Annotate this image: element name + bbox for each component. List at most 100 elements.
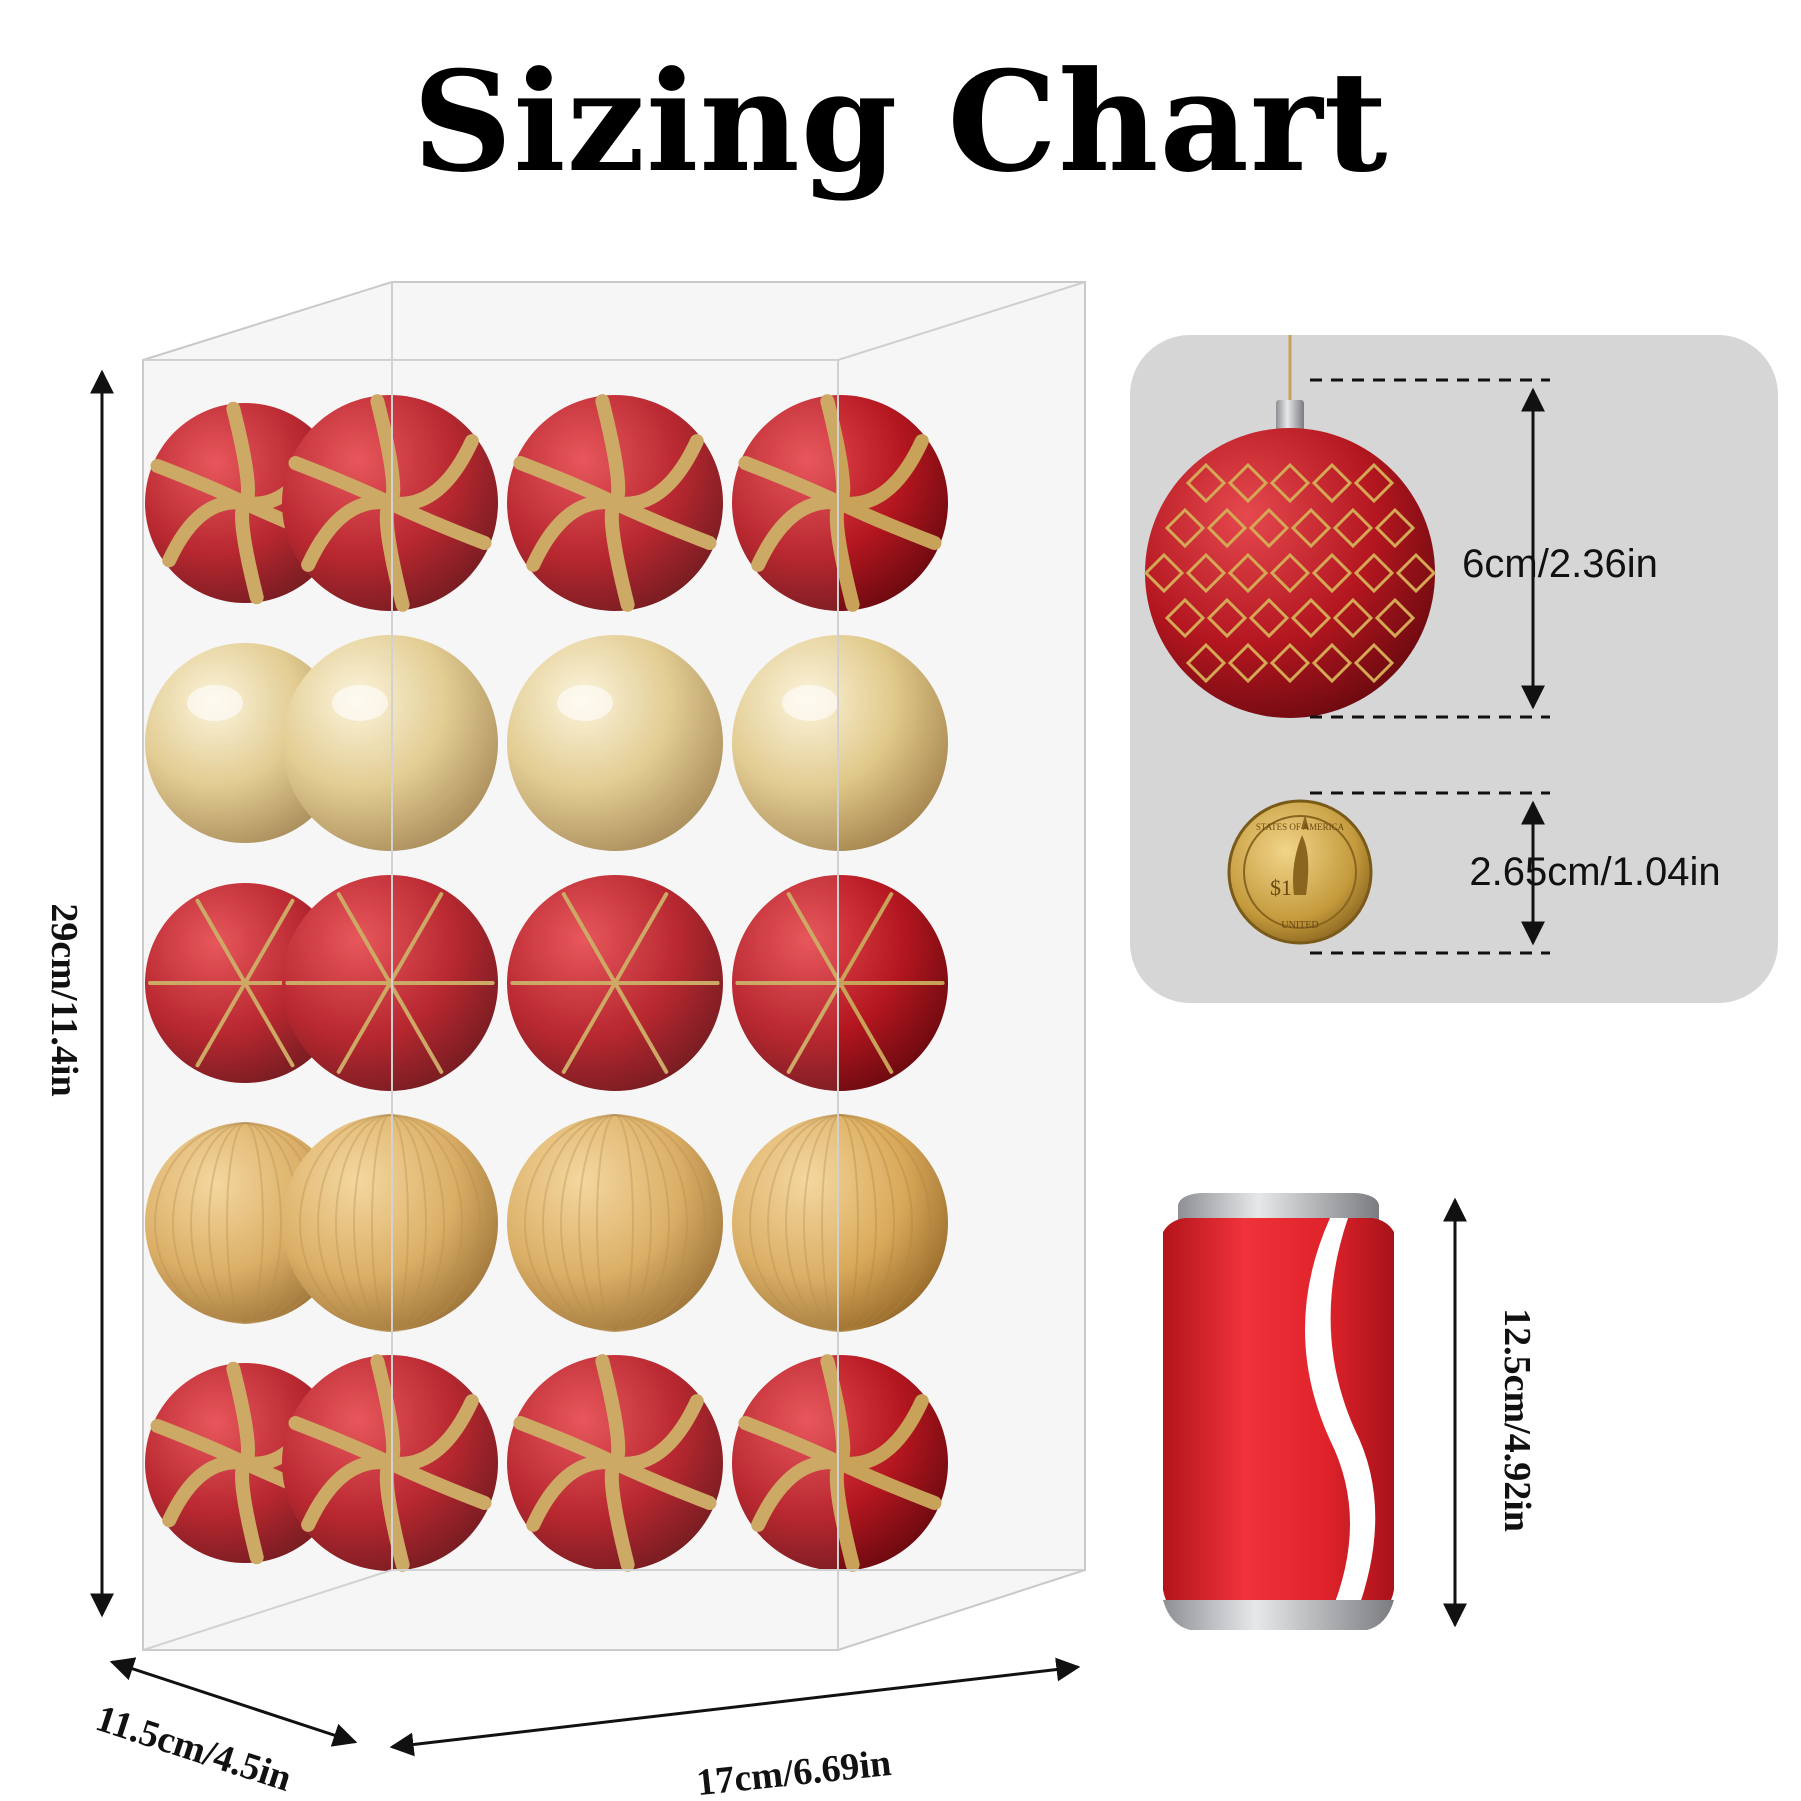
ornament-stripe <box>513 456 622 510</box>
ornament-diamond <box>1269 462 1311 504</box>
box-depth-dimension: 11.5cm/4.5in <box>91 1657 358 1800</box>
ornament-rib <box>335 1114 445 1332</box>
ornament-rib <box>299 1114 481 1332</box>
ornament-diamond <box>1143 552 1185 594</box>
ornament-diamond <box>1248 507 1290 549</box>
ornament-stripe <box>383 1394 479 1471</box>
ornament-stripe <box>388 892 444 985</box>
ornament-stripe <box>613 981 669 1074</box>
ornament-diamond <box>1353 552 1395 594</box>
ornament-stripe <box>243 898 295 985</box>
ornament-dimension: 6cm/2.36in <box>1310 378 1658 719</box>
ornament-rib <box>821 1114 859 1332</box>
ornament-highlight <box>332 685 388 721</box>
box-width-dimension: 17cm/6.69in <box>389 1657 1081 1801</box>
ornament-rib <box>803 1114 877 1332</box>
depth-arrow <box>109 1657 358 1747</box>
coin-rim-text: STATES OF AMERICA <box>1256 822 1345 832</box>
box-width-label: 17cm/6.69in <box>694 1742 893 1801</box>
can-size-label: 12.5cm/4.92in <box>1496 1308 1538 1532</box>
ornament-diamond <box>1227 552 1269 594</box>
can-body <box>1163 1218 1394 1615</box>
ornament-diamond <box>1353 642 1395 684</box>
ornament-diamond <box>1311 462 1353 504</box>
ornament-stripe <box>838 892 894 985</box>
ornament-diamond <box>1332 507 1374 549</box>
page-title: Sizing Chart <box>412 40 1389 203</box>
ornament-diamond <box>1185 462 1227 504</box>
single-ornament <box>1143 335 1437 718</box>
ornament-diamond <box>1248 597 1290 639</box>
ornament-stripe <box>608 1394 704 1471</box>
ornament-diamond <box>1353 462 1395 504</box>
can-bottom <box>1163 1600 1394 1630</box>
box-height-dimension: 29cm/11.4in <box>43 369 114 1618</box>
ornament-stripe <box>288 1416 397 1470</box>
box-front-glass <box>143 360 838 1650</box>
ornament-diamond <box>1311 642 1353 684</box>
ornament-diamond <box>1395 552 1437 594</box>
ornament-stripe <box>336 892 392 985</box>
ornament-highlight <box>782 685 838 721</box>
box-ornament <box>507 1115 723 1331</box>
ornament-rib <box>785 1114 895 1332</box>
ornament-diamond <box>1374 507 1416 549</box>
ornament-diamond <box>1164 597 1206 639</box>
ornament-rib <box>226 1122 264 1324</box>
ornament-stripe <box>833 434 929 511</box>
ornament-stripe <box>243 981 295 1068</box>
can-top <box>1178 1193 1379 1225</box>
ornament-pattern <box>1143 462 1437 684</box>
ornament-rib <box>371 1114 409 1332</box>
coin: $1 STATES OF AMERICA UNITED <box>1227 799 1373 945</box>
ornament-stripe <box>608 434 704 511</box>
ornament-stripe <box>150 1419 252 1470</box>
ornament-stripe <box>738 1416 847 1470</box>
ornament-rib <box>353 1114 427 1332</box>
ornament-rib <box>208 1122 282 1324</box>
box-height-label: 29cm/11.4in <box>43 903 85 1096</box>
ornament-stripe <box>833 1394 929 1471</box>
ornament-stripe <box>838 981 894 1074</box>
ornament-stripe <box>786 981 842 1074</box>
ornament-diamond <box>1290 597 1332 639</box>
ornament-diamond <box>1227 462 1269 504</box>
ornament-diamond <box>1269 552 1311 594</box>
ornament-stripe <box>613 892 669 985</box>
comparison-panel: 6cm/2.36in $1 STATES OF AMERICA UNITED 2… <box>1130 335 1778 1003</box>
ornament-diamond <box>1374 597 1416 639</box>
ornament-cap <box>1276 400 1304 436</box>
ornament-rib <box>317 1114 463 1332</box>
can-dimension: 12.5cm/4.92in <box>1443 1197 1538 1628</box>
ornament-rows <box>145 394 948 1572</box>
box-ornament <box>732 1115 948 1331</box>
ornament-diamond <box>1269 642 1311 684</box>
ornament-rib <box>767 1114 913 1332</box>
ornament-stripe <box>513 1416 622 1470</box>
ornament-rib <box>578 1114 652 1332</box>
liberty-icon <box>1293 815 1309 895</box>
width-arrow <box>389 1657 1081 1757</box>
ornament-ball <box>1145 428 1435 718</box>
ornament-diamond <box>1332 597 1374 639</box>
ornament-stripe <box>195 898 247 985</box>
ornament-box <box>142 281 1086 1651</box>
ornament-stripe <box>150 459 252 510</box>
ornament-diamond <box>1206 507 1248 549</box>
ornament-size-label: 6cm/2.36in <box>1462 542 1658 586</box>
ornament-stripe <box>195 981 247 1068</box>
coin-bottom-text: UNITED <box>1281 920 1318 931</box>
ornament-stripe <box>336 981 392 1074</box>
soda-can <box>1163 1193 1394 1630</box>
coin-size-label: 2.65cm/1.04in <box>1469 850 1720 894</box>
box-ornament <box>282 1115 498 1331</box>
can-wave <box>1305 1218 1376 1615</box>
ornament-stripe <box>738 456 847 510</box>
ornament-stripe <box>383 434 479 511</box>
coin-value: $1 <box>1270 875 1292 900</box>
ornament-rib <box>596 1114 634 1332</box>
ornament-diamond <box>1164 507 1206 549</box>
box-ornament <box>282 635 498 851</box>
ornament-highlight <box>187 685 243 721</box>
